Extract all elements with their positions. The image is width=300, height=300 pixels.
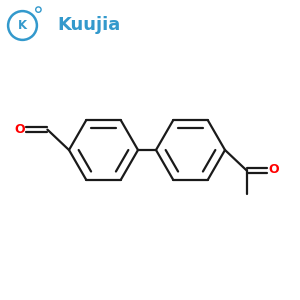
Text: O: O [268,163,279,176]
Text: O: O [14,123,25,136]
Text: K: K [18,19,27,32]
Text: Kuujia: Kuujia [57,16,120,34]
